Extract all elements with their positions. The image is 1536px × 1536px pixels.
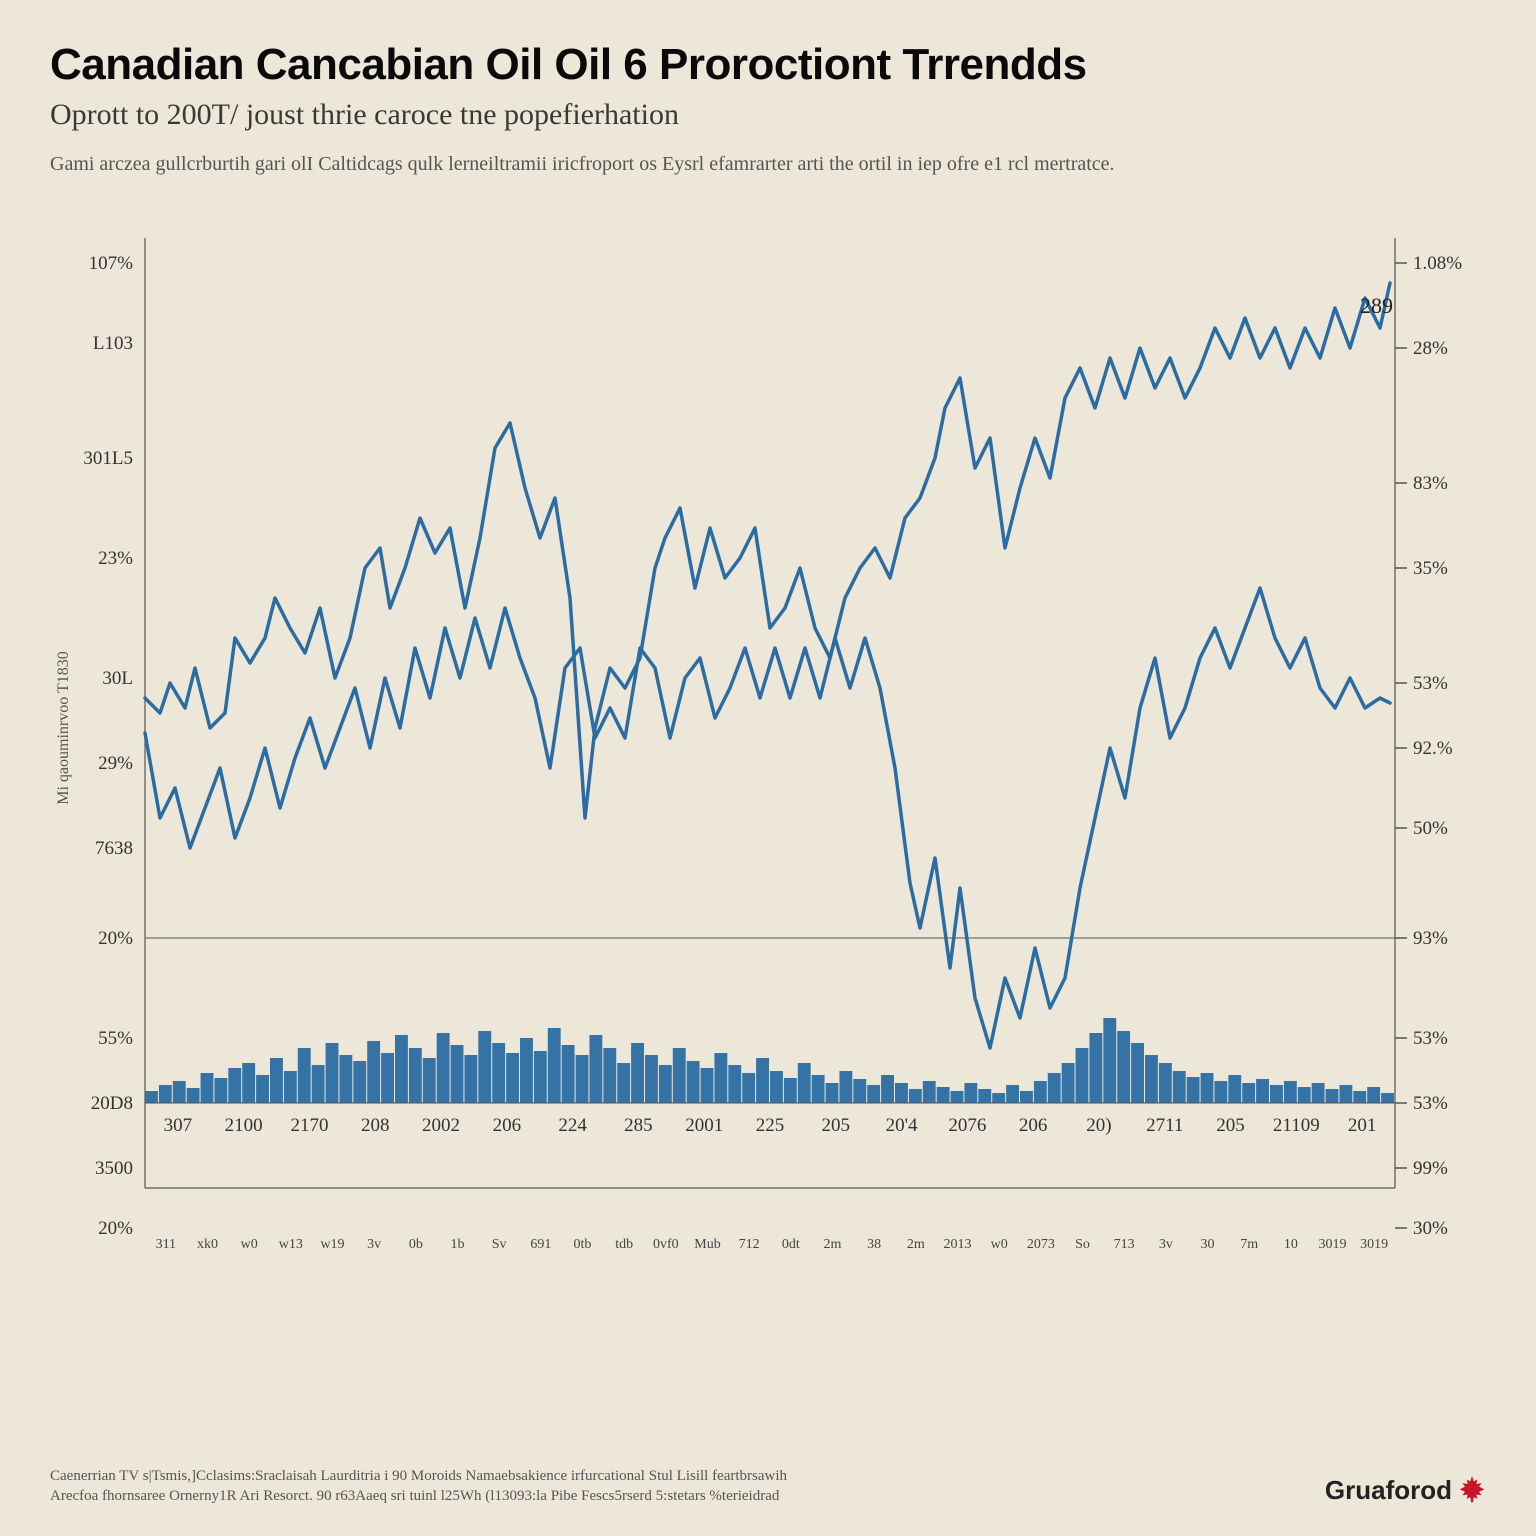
- svg-text:2170: 2170: [290, 1115, 328, 1136]
- svg-text:206: 206: [493, 1115, 522, 1136]
- footer-line2: Arecfoa fhornsaree Ornerny1R Ari Resorct…: [50, 1488, 779, 1504]
- svg-text:93%: 93%: [1413, 928, 1448, 949]
- svg-text:205: 205: [822, 1115, 851, 1136]
- svg-text:29%: 29%: [98, 753, 133, 774]
- svg-text:3500: 3500: [95, 1158, 133, 1179]
- svg-text:35%: 35%: [1413, 558, 1448, 579]
- svg-text:3v: 3v: [1159, 1237, 1173, 1252]
- svg-text:2076: 2076: [948, 1115, 986, 1136]
- svg-text:Mub: Mub: [694, 1237, 720, 1252]
- svg-text:0tb: 0tb: [574, 1237, 592, 1252]
- svg-text:10: 10: [1284, 1237, 1298, 1252]
- svg-text:712: 712: [739, 1237, 760, 1252]
- svg-text:2711: 2711: [1146, 1115, 1183, 1136]
- svg-text:2073: 2073: [1027, 1237, 1055, 1252]
- svg-text:307: 307: [164, 1115, 193, 1136]
- svg-text:0dt: 0dt: [782, 1237, 800, 1252]
- svg-text:21109: 21109: [1273, 1115, 1320, 1136]
- chart-subtitle: Oprott to 200T/ joust thrie caroce tne p…: [50, 98, 1486, 132]
- svg-text:53%: 53%: [1413, 1093, 1448, 1114]
- svg-text:1b: 1b: [451, 1237, 465, 1252]
- chart-description: Gami arczea gullcrburtih gari olI Caltid…: [50, 150, 1150, 178]
- svg-text:53%: 53%: [1413, 673, 1448, 694]
- svg-text:20): 20): [1086, 1115, 1111, 1136]
- footer-text: Caenerrian TV s|Tsmis,]Cclasims:Sraclais…: [50, 1466, 787, 1507]
- svg-text:3019: 3019: [1360, 1237, 1388, 1252]
- footer: Caenerrian TV s|Tsmis,]Cclasims:Sraclais…: [50, 1466, 1486, 1507]
- svg-text:20%: 20%: [98, 928, 133, 949]
- svg-text:2100: 2100: [225, 1115, 263, 1136]
- chart-title: Canadian Cancabian Oil Oil 6 Proroctiont…: [50, 40, 1486, 90]
- svg-text:285: 285: [624, 1115, 653, 1136]
- svg-text:w19: w19: [320, 1237, 344, 1252]
- svg-text:301L5: 301L5: [83, 448, 133, 469]
- svg-text:201: 201: [1348, 1115, 1377, 1136]
- footer-line1: Caenerrian TV s|Tsmis,]Cclasims:Sraclais…: [50, 1468, 787, 1484]
- svg-text:99%: 99%: [1413, 1158, 1448, 1179]
- svg-text:289: 289: [1360, 293, 1393, 318]
- svg-text:311: 311: [156, 1237, 176, 1252]
- svg-text:1.08%: 1.08%: [1413, 253, 1462, 274]
- svg-text:83%: 83%: [1413, 473, 1448, 494]
- svg-text:50%: 50%: [1413, 818, 1448, 839]
- svg-text:23%: 23%: [98, 548, 133, 569]
- svg-text:So: So: [1075, 1237, 1090, 1252]
- svg-text:Sv: Sv: [492, 1237, 507, 1252]
- svg-text:53%: 53%: [1413, 1028, 1448, 1049]
- chart-svg: 107% L103 301L5 23% 30L 29% 7638 20% 55% 20D8 3500…: [50, 208, 1486, 1268]
- svg-text:38: 38: [867, 1237, 881, 1252]
- svg-text:107%: 107%: [89, 253, 134, 274]
- svg-text:30: 30: [1201, 1237, 1215, 1252]
- svg-text:2m: 2m: [824, 1237, 842, 1252]
- svg-text:w13: w13: [279, 1237, 303, 1252]
- svg-text:0b: 0b: [409, 1237, 423, 1252]
- svg-text:xk0: xk0: [197, 1237, 218, 1252]
- chart-container: 107% L103 301L5 23% 30L 29% 7638 20% 55% 20D8 3500…: [50, 208, 1486, 1268]
- svg-text:2m: 2m: [907, 1237, 925, 1252]
- svg-text:w0: w0: [991, 1237, 1008, 1252]
- svg-text:713: 713: [1114, 1237, 1135, 1252]
- svg-text:92.%: 92.%: [1413, 738, 1453, 759]
- svg-text:205: 205: [1216, 1115, 1245, 1136]
- svg-text:tdb: tdb: [615, 1237, 633, 1252]
- svg-text:2001: 2001: [685, 1115, 723, 1136]
- svg-text:L103: L103: [93, 333, 133, 354]
- svg-text:224: 224: [558, 1115, 587, 1136]
- svg-text:20%: 20%: [98, 1218, 133, 1239]
- svg-text:30%: 30%: [1413, 1218, 1448, 1239]
- svg-text:206: 206: [1019, 1115, 1048, 1136]
- svg-text:30L: 30L: [102, 668, 133, 689]
- svg-text:28%: 28%: [1413, 338, 1448, 359]
- svg-text:55%: 55%: [98, 1028, 133, 1049]
- svg-text:20D8: 20D8: [91, 1093, 133, 1114]
- svg-text:691: 691: [530, 1237, 551, 1252]
- maple-leaf-icon: [1458, 1476, 1486, 1506]
- svg-text:2002: 2002: [422, 1115, 460, 1136]
- svg-text:Mi qaouminrvoo T1830: Mi qaouminrvoo T1830: [55, 651, 72, 804]
- brand: Gruaforod: [1325, 1475, 1486, 1506]
- svg-text:20'4: 20'4: [886, 1115, 918, 1136]
- brand-label: Gruaforod: [1325, 1475, 1452, 1506]
- svg-text:7m: 7m: [1240, 1237, 1258, 1252]
- svg-text:225: 225: [756, 1115, 785, 1136]
- svg-text:3019: 3019: [1319, 1237, 1347, 1252]
- svg-text:7638: 7638: [95, 838, 133, 859]
- svg-text:0vf0: 0vf0: [653, 1237, 679, 1252]
- svg-text:w0: w0: [241, 1237, 258, 1252]
- svg-text:2013: 2013: [944, 1237, 972, 1252]
- svg-text:3v: 3v: [367, 1237, 381, 1252]
- svg-text:208: 208: [361, 1115, 390, 1136]
